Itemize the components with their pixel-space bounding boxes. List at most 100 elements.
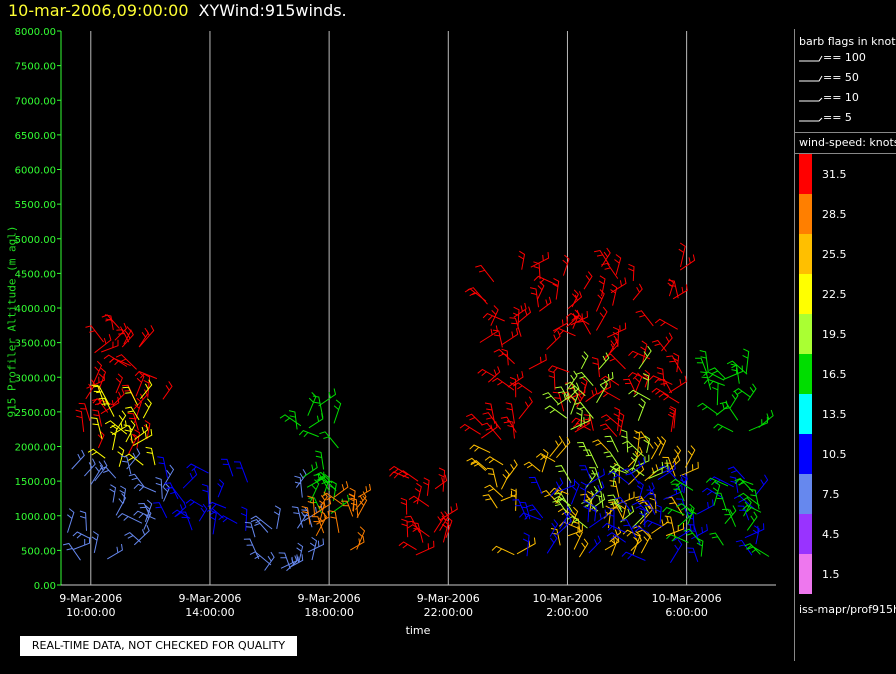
x-tick-date: 9-Mar-2006 [178,592,241,605]
wind-barb [699,350,709,373]
y-tick-label: 4000.00 [15,304,56,315]
y-tick-label: 0.00 [34,581,56,592]
wind-barb [315,450,325,470]
wind-barb [541,448,549,473]
colorbar-swatch [799,394,812,434]
wind-barb [321,492,343,505]
x-tick-time: 10:00:00 [66,606,115,619]
wind-barb [606,322,627,338]
wind-barb [529,287,539,308]
legend-panel: barb flags in knots == 100 == 50 == 10 == 5… [794,29,896,661]
wind-barb [567,382,580,400]
wind-barb [512,499,528,520]
wind-barb [145,446,156,466]
wind-barb [132,429,153,447]
wind-barb [578,538,589,558]
wind-barb [85,325,104,343]
wind-barb [620,505,635,523]
y-tick-label: 6500.00 [15,131,56,142]
colorbar-item: 13.5 [795,394,896,434]
wind-barb [279,414,302,427]
wind-barb [734,477,754,493]
wind-barb [628,389,651,401]
wind-barb [307,392,317,416]
barb-legend-item: == 100 [795,48,896,68]
colorbar-item: 22.5 [795,274,896,314]
wind-barb [628,263,635,282]
product-title: XYWind:915winds. [198,1,347,20]
wind-barb [166,486,185,504]
y-tick-label: 5000.00 [15,235,56,246]
wind-barb [600,414,622,428]
wind-barb [138,502,151,517]
wind-barb [744,523,765,539]
wind-barb [612,326,620,347]
wind-barb [240,506,248,531]
wind-barb [567,515,588,529]
y-tick-label: 4500.00 [15,269,56,280]
colorbar-item: 16.5 [795,354,896,394]
wind-barb [273,505,281,529]
wind-barb [198,503,208,522]
wind-barb [186,463,209,474]
wind-barb [691,524,708,540]
colorbar-label: 7.5 [822,487,840,501]
barb-icon [799,117,823,122]
y-tick-label: 1000.00 [15,512,56,523]
wind-barb [747,383,757,401]
wind-barb [566,370,578,391]
wind-barb [182,468,198,489]
wind-barb [598,352,610,370]
wind-barb [115,373,123,394]
barb-icon [799,55,823,62]
wind-barb [549,435,563,458]
wind-barb [565,312,590,325]
wind-barb [662,506,685,516]
wind-barb [712,380,719,406]
wind-barb [703,378,725,387]
wind-barb [554,492,573,512]
wind-barb [585,387,598,403]
wind-barb [591,357,600,378]
wind-barb [724,505,737,525]
wind-barb [570,480,580,505]
wind-barbs [62,242,774,572]
wind-barb [729,476,739,493]
wind-barb [438,467,446,492]
wind-barb [207,501,227,509]
wind-barb [124,531,142,543]
wind-barb [500,488,517,502]
wind-barb [644,464,659,482]
wind-barb [643,482,655,499]
colorbar-swatch [799,434,812,474]
wind-barb [400,497,408,515]
y-axis-label: 915 Profiler Altitude (m agl) [5,225,19,418]
wind-barb [661,332,673,352]
wind-barb [614,496,632,512]
wind-barb [679,254,696,271]
wind-barb [110,424,118,451]
wind-barb [528,354,547,370]
wind-barb [580,377,588,396]
wind-barb [654,318,678,330]
colorbar-label: 25.5 [822,247,847,261]
wind-barb [607,470,630,485]
wind-barb [685,445,696,468]
wind-barb [250,519,269,533]
wind-barb [590,493,606,510]
wind-barb [603,339,619,361]
wind-barb [308,412,324,429]
wind-barb [115,493,127,516]
wind-barb [575,371,594,387]
wind-barb [598,275,606,297]
wind-barb [307,495,316,516]
wind-barb [742,504,762,513]
wind-barb [667,454,681,473]
wind-barb [535,452,556,463]
legend-footer: iss-mapr/prof915h [799,603,896,616]
wind-barb [679,461,699,477]
wind-barb [595,306,608,331]
wind-barb [588,535,602,554]
y-tick-label: 3500.00 [15,339,56,350]
